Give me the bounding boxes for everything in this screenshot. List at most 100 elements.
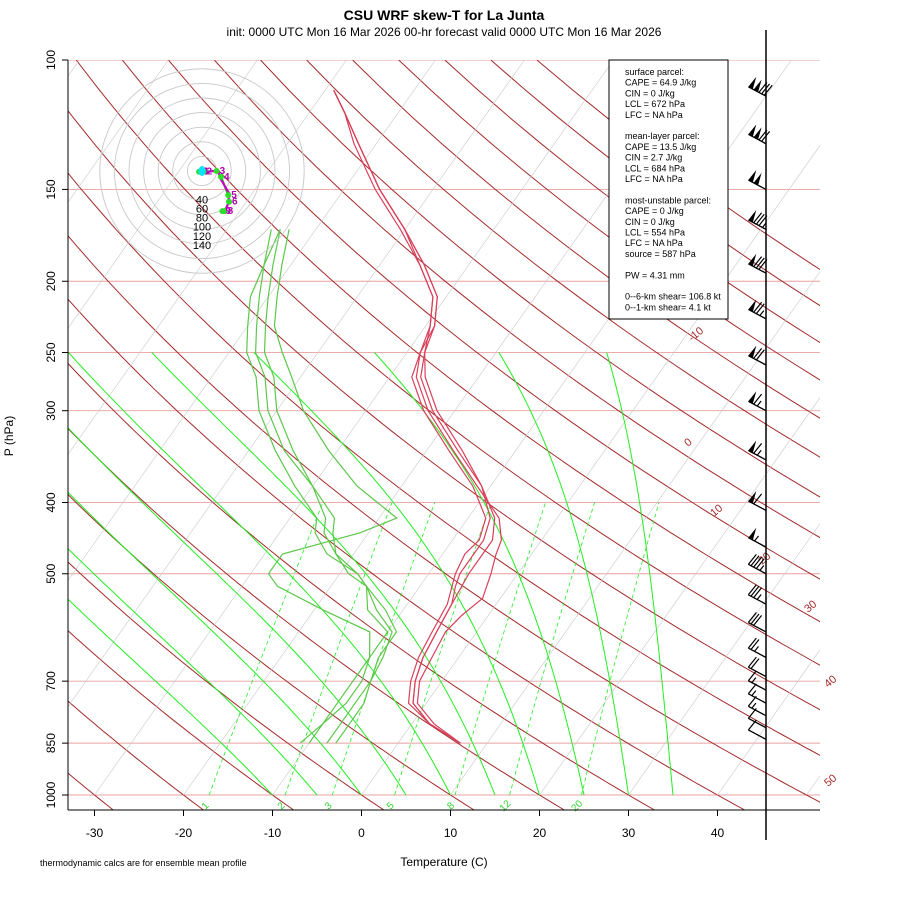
wind-barb — [748, 527, 767, 548]
dry-adiabat — [68, 561, 385, 810]
moist-adiabat — [68, 491, 362, 796]
temperature-profile-line — [333, 90, 496, 744]
dry-adiabat — [68, 235, 820, 803]
mixing-ratio-line — [331, 502, 436, 796]
wind-barb-half-flag — [754, 535, 759, 542]
wind-barb-flag — [747, 584, 757, 596]
stats-line: LCL = 684 hPa — [625, 163, 685, 173]
wind-barb — [748, 210, 768, 230]
hodograph-ring-label: 140 — [193, 240, 211, 252]
wind-barb-half-flag — [751, 677, 757, 684]
wind-barb-staff — [748, 680, 767, 691]
wind-barb — [747, 584, 767, 605]
wind-barb-flag — [761, 131, 771, 142]
wind-barb-flag — [758, 82, 768, 93]
wind-barb-staff — [748, 179, 767, 191]
wind-barb-staff — [748, 693, 767, 704]
wind-barb-staff — [748, 308, 767, 320]
x-tick-label: 10 — [444, 826, 458, 840]
dry-adiabat — [306, 60, 820, 458]
dry-adiabat — [68, 109, 820, 711]
hodograph-ring-label: 100 — [193, 222, 211, 234]
wind-barb-pennant — [753, 79, 762, 92]
wind-barb-flag — [750, 658, 760, 669]
moist-adiabat — [498, 352, 629, 796]
wind-barb-pennant — [748, 491, 757, 504]
wind-barb-flag — [747, 656, 757, 668]
stats-line: 0--1-km shear= 4.1 kt — [625, 302, 711, 312]
wind-barb-pennant — [753, 172, 762, 186]
dry-adiabat — [352, 60, 820, 419]
isotherm-line — [450, 271, 820, 796]
hodograph-ring — [157, 126, 247, 216]
wind-barb-flag — [747, 683, 757, 695]
stats-box-frame — [608, 59, 729, 320]
stats-line: 0--6-km shear= 106.8 kt — [625, 292, 721, 302]
x-tick-label: 20 — [533, 826, 547, 840]
x-axis-label: Temperature (C) — [400, 855, 487, 869]
stats-line: CIN = 2.7 J/kg — [625, 153, 682, 163]
wind-barb-staff — [748, 705, 767, 717]
dewpoint-profile-line — [263, 229, 398, 744]
wind-barb-flag — [753, 348, 763, 359]
isotherm-label: 0 — [682, 436, 694, 449]
x-tick-label: -20 — [175, 826, 193, 840]
wind-barb-half-flag — [756, 400, 762, 407]
hodograph-ring-label: 120 — [193, 231, 211, 243]
dry-adiabat — [398, 60, 820, 381]
y-tick-label: 700 — [44, 671, 58, 691]
mixing-ratio-label: 20 — [569, 798, 585, 814]
isotherm-label: 40 — [822, 673, 839, 690]
wind-barb — [747, 637, 767, 659]
isotherm-line — [361, 145, 820, 796]
wind-barb-flag — [753, 493, 763, 505]
hodograph-ring-label: 40 — [196, 194, 208, 206]
mixing-ratio-line — [454, 502, 546, 796]
stats-line: LCL = 554 hPa — [625, 228, 685, 238]
wind-barb — [747, 656, 767, 678]
wind-barb-pennant — [748, 124, 757, 137]
moist-adiabat — [374, 352, 585, 796]
isotherm-label: 50 — [822, 772, 839, 789]
wind-barb — [748, 345, 767, 366]
dewpoint-profile-line — [267, 229, 398, 744]
stats-box: surface parcel: CAPE = 64.9 J/kg CIN = 0 J… — [608, 59, 729, 320]
wind-barb — [748, 124, 771, 145]
moist-adiabat — [68, 427, 407, 796]
temperature-profile-line — [333, 90, 487, 744]
wind-barb — [747, 670, 767, 691]
wind-barb — [748, 253, 768, 274]
wind-barb-pennant — [748, 299, 757, 312]
hodograph-ring — [128, 97, 276, 245]
wind-barb-flag — [758, 215, 768, 226]
wind-barb-flag — [755, 558, 765, 569]
isotherm-line — [68, 60, 436, 581]
wind-barb-pennant — [748, 76, 757, 90]
stats-line: source = 587 hPa — [625, 249, 696, 259]
wind-barb — [747, 707, 767, 729]
wind-barb-flag — [755, 257, 765, 269]
wind-barb — [748, 391, 767, 412]
dry-adiabat — [68, 298, 746, 810]
dry-adiabat — [121, 60, 820, 623]
wind-barb-flag — [747, 695, 757, 707]
stats-line: CAPE = 0 J/kg — [625, 206, 684, 216]
y-tick-label: 250 — [44, 342, 58, 362]
hodograph-surface-marker — [198, 166, 206, 176]
isotherm-line — [68, 60, 525, 707]
wind-barb-flag — [753, 587, 763, 598]
hodograph-point-label: 2 — [206, 167, 212, 178]
mixing-ratio-label: 12 — [498, 798, 514, 814]
wind-barb-staff — [748, 537, 767, 548]
moist-adiabat — [68, 598, 273, 796]
wind-barb-pennant — [748, 391, 757, 404]
wind-barb-flag — [747, 719, 757, 731]
wind-barb-half-flag — [751, 690, 757, 697]
dry-adiabat — [75, 60, 820, 666]
mixing-ratio-line — [581, 502, 660, 796]
wind-barb-flag — [750, 639, 760, 650]
stats-line: CAPE = 64.9 J/kg — [625, 78, 696, 88]
wind-barb-flag — [753, 442, 763, 454]
